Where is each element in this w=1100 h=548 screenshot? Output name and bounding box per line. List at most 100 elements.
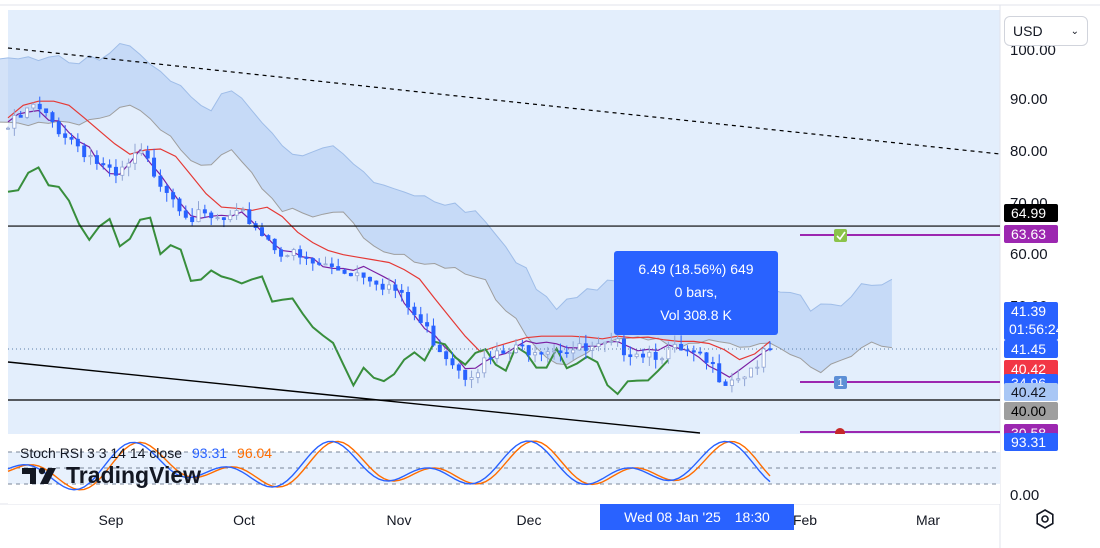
candle-body — [50, 112, 55, 123]
candle-body — [590, 346, 595, 351]
candle-body — [729, 379, 734, 386]
candle-body — [298, 249, 303, 258]
price-tag-value: 40.00 — [1011, 403, 1046, 419]
drawings[interactable]: 1 — [7, 47, 1001, 438]
candle-body — [533, 352, 538, 356]
candle-body — [69, 137, 74, 140]
lagging-span — [7, 166, 670, 396]
candle-body — [152, 157, 157, 177]
candle-body — [272, 238, 277, 251]
candle-body — [56, 121, 61, 135]
price-axis-label: 80.00 — [1010, 143, 1048, 160]
crosshair-date: Wed 08 Jan '25 — [624, 509, 721, 525]
measure-tooltip: 6.49 (18.56%) 649 0 bars, Vol 308.8 K — [614, 251, 778, 335]
tradingview-logo-icon — [22, 467, 56, 484]
candle-body — [577, 343, 582, 351]
candle-body — [672, 343, 677, 349]
candle-body — [18, 114, 23, 118]
price-tag — [1004, 383, 1058, 401]
stoch-rsi-name: Stoch RSI — [20, 445, 84, 461]
candle-body — [221, 217, 226, 221]
candle-body — [107, 164, 112, 168]
stoch-rsi-legend[interactable]: Stoch RSI 3 3 14 14 close 93.31 96.04 — [20, 445, 272, 461]
time-axis-label: Oct — [233, 512, 255, 528]
price-tag-value: 93.31 — [1011, 434, 1046, 450]
candle-body — [742, 376, 747, 380]
candle-body — [158, 175, 163, 187]
check-marker[interactable] — [834, 229, 847, 242]
time-axis-label: Feb — [793, 512, 817, 528]
candle-body — [494, 350, 499, 359]
candle-body — [583, 343, 588, 351]
candle-body — [641, 353, 646, 358]
candle-body — [685, 349, 690, 352]
candle-body — [177, 198, 182, 212]
candle-body — [367, 276, 372, 282]
candle-body — [145, 150, 150, 159]
time-axis: Sep Oct Nov Dec Feb Mar — [99, 512, 941, 528]
candle-body — [31, 103, 36, 109]
gear-icon[interactable] — [1034, 508, 1056, 530]
trend-line-dashed[interactable] — [7, 47, 1001, 155]
candle-body — [139, 150, 144, 154]
candle-body — [94, 155, 99, 164]
candle-body — [698, 351, 703, 354]
candle-body — [425, 322, 430, 327]
candle-body — [412, 306, 417, 316]
time-axis-label: Nov — [387, 512, 412, 528]
candle-body — [660, 358, 665, 361]
candle-body — [520, 344, 525, 347]
price-tag-value: 41.39 — [1011, 303, 1046, 319]
price-axis-label: 60.00 — [1010, 246, 1048, 263]
trend-line-support[interactable] — [7, 361, 701, 434]
candle-body — [393, 284, 398, 291]
candle-body — [380, 283, 385, 290]
candle-body — [748, 367, 753, 378]
price-tag-countdown: 01:56:24 — [1009, 321, 1064, 337]
candle-body — [399, 289, 404, 293]
candle-body — [406, 292, 411, 308]
candle-body — [323, 263, 328, 266]
candle-body — [558, 350, 563, 353]
candle-body — [463, 369, 468, 380]
candle-body — [266, 235, 271, 240]
candle-body — [304, 256, 309, 259]
candle-body — [526, 345, 531, 356]
candle-body — [247, 209, 252, 225]
currency-label: USD — [1013, 23, 1043, 39]
candle-body — [63, 133, 68, 138]
price-tag — [1004, 433, 1058, 451]
candle-body — [647, 351, 652, 358]
measure-line-2: 0 bars, — [674, 284, 718, 300]
candle-body — [450, 358, 455, 366]
measure-line-3: Vol 308.8 K — [660, 307, 732, 323]
candle-body — [386, 284, 391, 290]
candle-body — [437, 344, 442, 353]
candle-body — [634, 353, 639, 358]
candle-body — [609, 341, 614, 343]
flag-marker[interactable] — [834, 376, 847, 389]
time-axis-label: Mar — [916, 512, 940, 528]
candle-body — [202, 209, 207, 214]
time-axis-label: Dec — [517, 512, 542, 528]
candle-body — [190, 216, 195, 223]
price-tag-value: 64.99 — [1011, 205, 1046, 221]
check-icon — [836, 231, 846, 241]
candle-body — [539, 352, 544, 355]
candle-body — [101, 163, 106, 166]
candle-body — [482, 357, 487, 374]
candle-body — [37, 103, 42, 110]
currency-select[interactable]: USD ⌄ — [1004, 16, 1088, 46]
candle-body — [82, 145, 87, 158]
candle-body — [44, 108, 49, 113]
time-axis-label: Sep — [99, 512, 124, 528]
candle-body — [240, 209, 245, 212]
candle-body — [183, 210, 188, 218]
stoch-rsi-params: 3 3 14 14 close — [87, 445, 182, 461]
candle-body — [291, 249, 296, 256]
price-tag-value: 41.45 — [1011, 341, 1046, 357]
price-tag — [1004, 225, 1058, 243]
candle-body — [12, 114, 17, 129]
candle-body — [25, 107, 30, 118]
